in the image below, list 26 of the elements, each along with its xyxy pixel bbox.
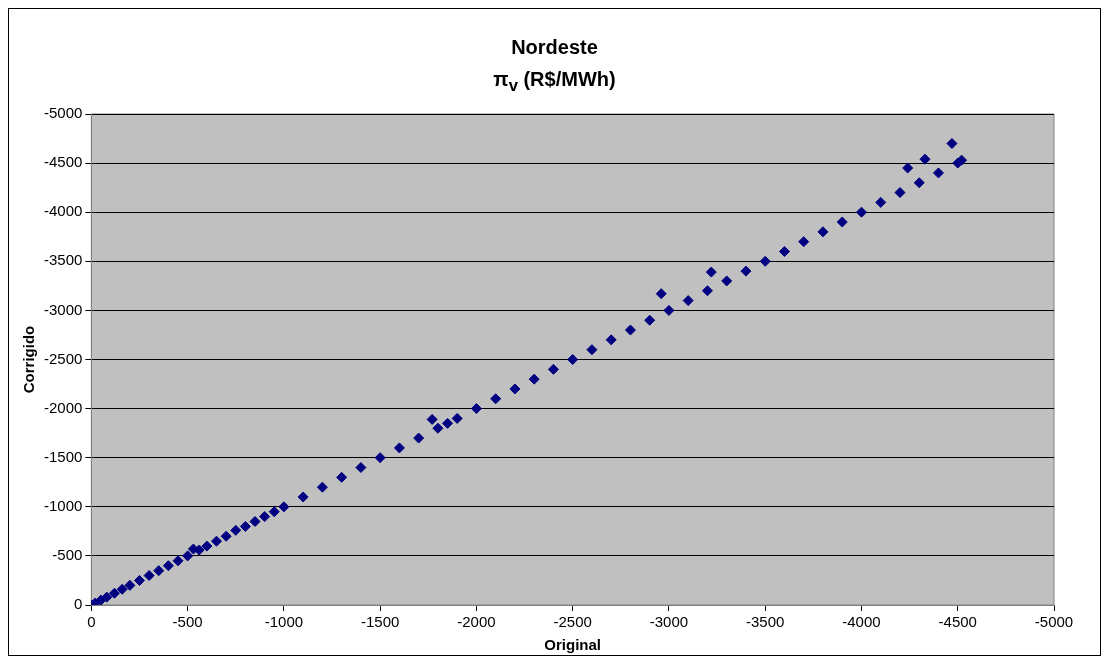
x-tick-label: -2500	[553, 613, 592, 631]
x-tick-label: -3000	[649, 613, 689, 631]
x-tick-label: -500	[172, 613, 203, 631]
y-tick-label: -2500	[43, 349, 83, 367]
y-axis-title: Corrigido	[20, 325, 38, 394]
x-tick-label: -1000	[264, 613, 304, 631]
y-tick-label: -3000	[43, 300, 83, 318]
x-tick-label: -4500	[938, 613, 977, 631]
chart-subtitle: π$_{v}$ (R$/MWh)	[492, 67, 617, 97]
x-tick-label: -5000	[1034, 613, 1074, 631]
x-tick-label: -3500	[746, 613, 785, 631]
x-tick-label: -1500	[360, 613, 400, 631]
y-tick-label: -1000	[43, 496, 83, 514]
y-tick-label: -3500	[43, 251, 83, 269]
y-tick-label: -5000	[43, 104, 83, 122]
y-tick-label: -1500	[43, 447, 83, 465]
x-tick-label: -2000	[457, 613, 496, 631]
y-tick-label: -500	[52, 546, 83, 564]
x-tick-label: 0	[87, 613, 96, 631]
y-tick-label: -4500	[43, 153, 83, 171]
y-tick-label: -2000	[43, 398, 83, 416]
x-tick-label: -4000	[842, 613, 881, 631]
y-tick-label: -4000	[43, 202, 83, 220]
y-tick-label: 0	[74, 595, 83, 613]
x-axis-title: Original	[544, 636, 602, 654]
chart-title: Nordeste	[510, 35, 599, 60]
